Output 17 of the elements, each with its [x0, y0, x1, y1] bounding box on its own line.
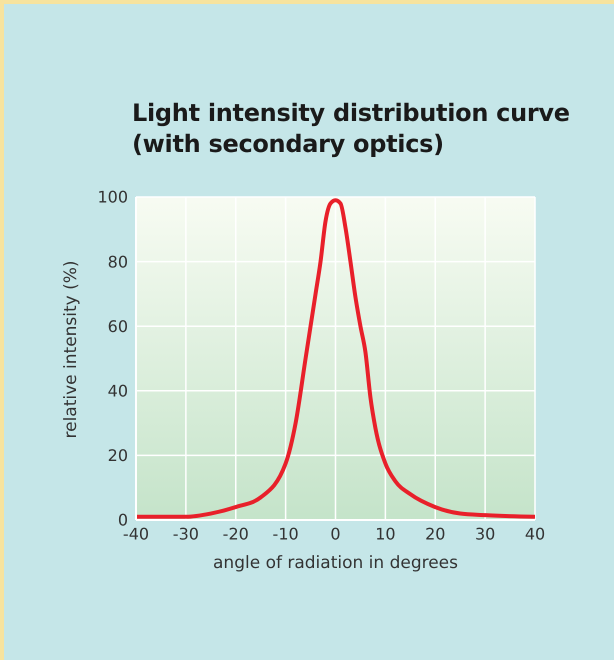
- x-tick-label: -10: [272, 524, 299, 544]
- x-tick-label: 20: [425, 524, 446, 544]
- y-tick-label: 20: [108, 446, 128, 466]
- x-tick-label: 30: [474, 524, 496, 544]
- y-tick-label: 0: [118, 510, 128, 530]
- y-tick-label: 60: [108, 316, 128, 336]
- y-tick-label: 100: [97, 188, 128, 207]
- y-tick-label: 40: [108, 381, 128, 400]
- y-axis-title: relative intensity (%): [61, 260, 82, 438]
- x-tick-label: 0: [330, 524, 341, 544]
- x-tick-label: 10: [375, 524, 396, 544]
- x-tick-label: -20: [222, 524, 249, 544]
- x-axis-title: angle of radiation in degrees: [213, 553, 458, 573]
- y-tick-label: 80: [108, 252, 128, 272]
- chart-title: Light intensity distribution curve (with secondary optics): [132, 98, 570, 160]
- x-tick-label: 40: [524, 524, 546, 544]
- x-tick-label: -30: [172, 524, 199, 544]
